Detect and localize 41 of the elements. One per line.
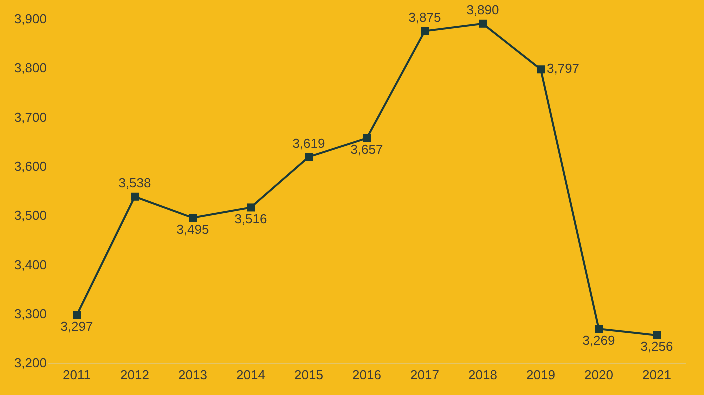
y-tick-label: 3,900 [14,12,47,27]
point [131,192,139,201]
data-label: 3,657 [350,142,384,158]
point [595,325,603,334]
point [537,66,545,74]
x-tick-label: 2017 [410,368,440,383]
data-label: 3,297 [60,319,94,334]
data-label: 3,269 [582,332,616,348]
y-tick-label: 3,300 [14,306,47,322]
point [73,311,81,320]
point [479,20,487,28]
data-label: 3,516 [234,211,268,226]
x-tick-label: 2011 [63,368,91,383]
x-tick-label: 2014 [236,368,266,383]
y-tick-label: 3,200 [14,356,47,371]
data-label: 3,495 [176,222,210,237]
point [363,134,371,142]
x-tick-label: 2020 [584,368,614,383]
x-tick-label: 2015 [294,368,324,383]
x-tick-label: 2012 [120,368,150,383]
point [247,204,255,212]
x-tick-label: 2021 [642,368,672,383]
data-label: 3,619 [292,136,326,151]
y-tick-label: 3,800 [14,60,47,76]
data-label: 3,797 [547,60,580,76]
data-label: 3,256 [640,339,674,354]
y-tick-label: 3,600 [14,158,47,174]
y-tick-label: 3,500 [14,208,47,224]
y-tick-label: 3,400 [14,257,47,272]
data-label: 3,890 [466,2,500,18]
y-tick-label: 3,700 [14,110,47,125]
point [653,331,661,340]
point [305,153,313,162]
x-tick-label: 2013 [178,368,208,383]
x-tick-label: 2016 [352,368,382,383]
point [189,214,197,222]
x-tick-label: 2019 [526,368,556,383]
point [421,27,429,36]
x-tick-label: 2018 [468,368,498,383]
data-label: 3,538 [118,176,152,191]
data-label: 3,875 [408,10,442,26]
